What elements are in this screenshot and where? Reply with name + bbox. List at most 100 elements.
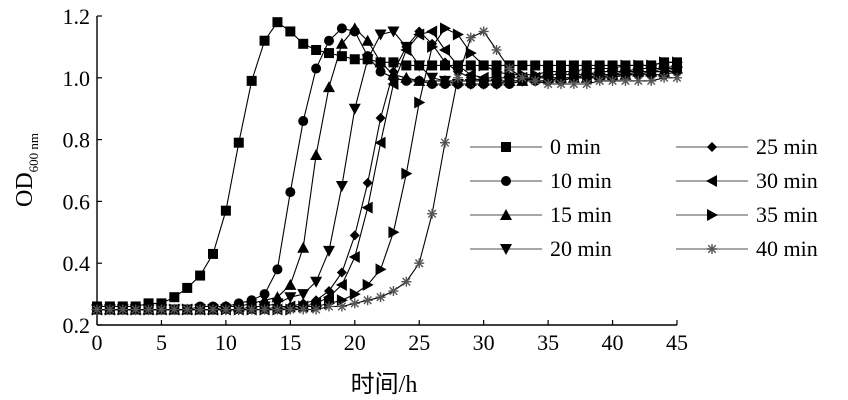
x-tick-label: 5 [156, 330, 167, 355]
data-point [361, 34, 374, 46]
data-point [465, 60, 476, 71]
data-point [348, 251, 360, 264]
data-point [672, 56, 683, 69]
legend-marker [706, 175, 717, 187]
x-tick-label: 45 [666, 330, 688, 355]
svg-text:OD600 nm: OD600 nm [12, 133, 41, 207]
data-point [143, 298, 154, 309]
legend-marker [707, 142, 717, 152]
data-point [581, 62, 593, 75]
data-point [440, 57, 450, 68]
legend-label: 40 min [756, 236, 818, 261]
data-point [297, 241, 310, 253]
data-point [427, 60, 438, 71]
legend-marker [501, 176, 511, 186]
data-point [375, 292, 386, 303]
data-point [233, 137, 244, 148]
data-point [349, 288, 361, 301]
data-point [374, 56, 387, 68]
data-point [182, 282, 193, 293]
legend-marker [500, 244, 512, 255]
legend-label: 30 min [756, 168, 818, 193]
data-point [478, 59, 490, 72]
data-point [491, 65, 503, 78]
y-axis-title-main: OD [12, 172, 38, 207]
data-point [130, 304, 141, 315]
data-point [169, 292, 180, 303]
y-tick-label: 0.4 [63, 251, 91, 276]
data-point [310, 276, 323, 288]
data-point [477, 71, 489, 84]
y-tick-label: 1.2 [63, 4, 91, 29]
data-point [465, 47, 477, 60]
data-point [335, 180, 348, 192]
series-line-0-min [97, 21, 677, 308]
data-point [195, 304, 206, 315]
data-point [336, 23, 347, 34]
legend-label: 20 min [550, 236, 612, 261]
data-point [607, 75, 618, 86]
data-point [659, 72, 670, 83]
x-tick-label: 0 [92, 330, 103, 355]
data-point [464, 68, 476, 81]
data-point [478, 26, 489, 37]
data-point [272, 17, 283, 28]
data-point [362, 177, 373, 188]
data-point [426, 25, 438, 38]
data-point [324, 301, 334, 312]
data-point [388, 226, 400, 239]
x-tick-label: 20 [344, 330, 366, 355]
data-point [323, 245, 335, 257]
legend-item: 0 min [470, 134, 601, 159]
data-point [349, 298, 360, 309]
data-point [335, 278, 347, 291]
data-point [401, 60, 412, 71]
data-point [672, 72, 682, 83]
data-point [490, 71, 502, 84]
data-point [491, 44, 502, 55]
data-point [594, 62, 606, 75]
legend-label: 15 min [550, 202, 612, 227]
data-point [543, 65, 555, 78]
data-point [451, 59, 463, 72]
legend-marker [707, 244, 717, 254]
legend-marker [707, 209, 718, 221]
data-point [348, 103, 361, 115]
data-point [272, 264, 283, 275]
x-tick-label: 10 [215, 330, 237, 355]
series-points-40-min [92, 26, 682, 315]
x-tick-label: 30 [473, 330, 495, 355]
data-point [311, 44, 322, 55]
data-point [414, 258, 425, 269]
data-point [362, 295, 373, 306]
data-point [324, 35, 334, 46]
data-point [426, 72, 439, 84]
data-point [298, 304, 309, 315]
series-points-0-min [92, 17, 682, 312]
data-point [556, 78, 566, 89]
data-point [517, 72, 528, 83]
data-point [208, 248, 218, 259]
data-point [361, 201, 373, 214]
data-point [413, 60, 426, 72]
data-point [259, 35, 270, 46]
legend-marker [501, 142, 511, 152]
data-point [323, 81, 335, 93]
data-point [619, 65, 631, 78]
legend-label: 25 min [756, 134, 818, 159]
axis-ticks: 0 5 10 15 20 25 30 35 40 45 0.2 0.4 0.6 0.8 1.0 1.2 [63, 4, 689, 355]
data-point [556, 60, 566, 71]
data-point [233, 304, 244, 315]
data-point [517, 60, 528, 71]
data-point [246, 304, 257, 315]
data-point [646, 75, 657, 86]
legend-label: 35 min [756, 202, 818, 227]
data-point [413, 28, 425, 41]
legend-label: 0 min [550, 134, 601, 159]
y-tick-label: 0.6 [63, 189, 91, 214]
data-point [504, 63, 515, 74]
data-point [285, 26, 296, 37]
data-point [400, 43, 412, 56]
data-point [169, 304, 180, 315]
y-axis-title: OD600 nm [12, 133, 41, 207]
